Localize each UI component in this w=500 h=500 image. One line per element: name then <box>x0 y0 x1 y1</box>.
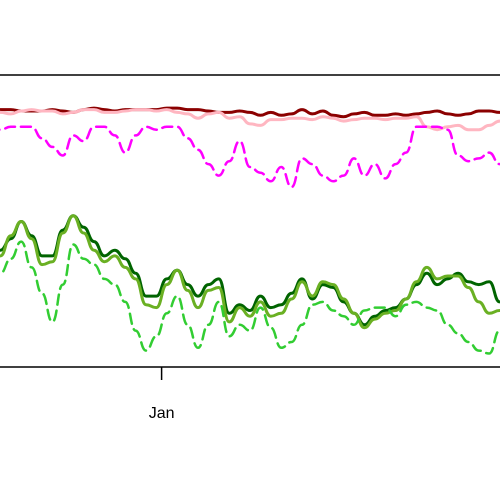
x-tick-label-1: Jan <box>149 405 175 422</box>
series-layer <box>0 106 500 355</box>
x-axis-ticks: Jan <box>149 367 175 422</box>
plot-frame <box>0 74 500 368</box>
series-line-2 <box>0 108 500 132</box>
series-line-6 <box>0 240 500 355</box>
series-line-5 <box>0 214 500 330</box>
series-line-3 <box>0 125 500 189</box>
